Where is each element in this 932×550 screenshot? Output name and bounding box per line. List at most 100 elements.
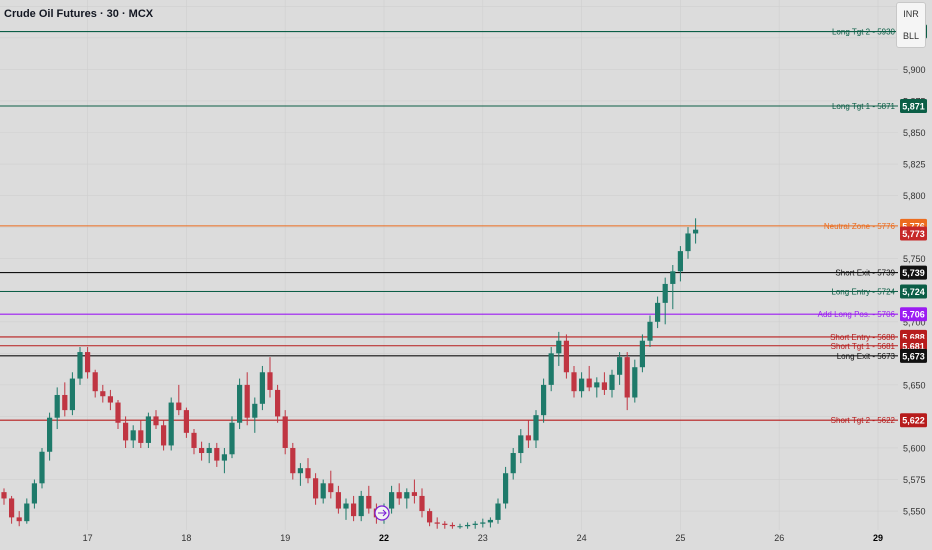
candle-body[interactable] (396, 492, 402, 499)
candle-body[interactable] (153, 416, 159, 426)
candle-body[interactable] (77, 352, 83, 379)
candle-body[interactable] (556, 340, 562, 354)
candle-body[interactable] (427, 511, 433, 523)
candle-body[interactable] (267, 372, 273, 390)
candle-body[interactable] (168, 402, 174, 446)
candle-body[interactable] (237, 384, 243, 423)
candle-body[interactable] (411, 492, 417, 496)
candle-body[interactable] (358, 495, 364, 517)
candle-body[interactable] (206, 447, 212, 454)
candle-body[interactable] (229, 422, 235, 455)
candle-body[interactable] (320, 483, 326, 499)
candle-body[interactable] (335, 492, 341, 509)
candle-body[interactable] (525, 435, 531, 441)
candle-body[interactable] (31, 483, 37, 504)
candle-body[interactable] (366, 495, 372, 509)
candle-body[interactable] (282, 416, 288, 448)
candle-body[interactable] (107, 396, 113, 403)
candle-body[interactable] (518, 435, 524, 454)
candle-body[interactable] (297, 468, 303, 474)
candle-body[interactable] (161, 425, 167, 446)
price-badge (900, 307, 927, 322)
candle-body[interactable] (662, 283, 668, 303)
candle-body[interactable] (442, 523, 448, 525)
candle-body[interactable] (54, 394, 60, 418)
unit-selector[interactable]: INR BLL (896, 2, 926, 48)
candle-body[interactable] (639, 340, 645, 368)
candle-body[interactable] (244, 384, 250, 418)
quantity-unit[interactable]: BLL (902, 31, 919, 41)
candle-body[interactable] (176, 402, 182, 411)
currency-unit[interactable]: INR (903, 9, 919, 19)
candle-body[interactable] (290, 447, 296, 474)
candle-body[interactable] (389, 492, 395, 509)
candle-body[interactable] (275, 389, 281, 417)
candle-body[interactable] (138, 430, 144, 443)
candle-body[interactable] (465, 524, 471, 527)
candle-body[interactable] (183, 410, 189, 433)
candlesticks[interactable] (1, 218, 699, 529)
candle-body[interactable] (24, 503, 30, 522)
time-axis[interactable]: 17 18 19 22 23 24 25 26 29 (83, 533, 883, 543)
candle-body[interactable] (503, 473, 509, 504)
candle-body[interactable] (123, 422, 129, 441)
candle-body[interactable] (449, 524, 455, 527)
candle-body[interactable] (351, 503, 357, 517)
candle-body[interactable] (541, 384, 547, 416)
candle-body[interactable] (624, 357, 630, 398)
candle-body[interactable] (472, 523, 478, 525)
candle-body[interactable] (495, 503, 501, 520)
candle-body[interactable] (252, 403, 258, 418)
candle-body[interactable] (586, 378, 592, 388)
candle-body[interactable] (480, 522, 486, 524)
candle-body[interactable] (259, 372, 265, 404)
candle-body[interactable] (609, 374, 615, 390)
candle-body[interactable] (594, 382, 600, 388)
candle-body[interactable] (39, 451, 45, 484)
candle-body[interactable] (199, 447, 205, 454)
candle-body[interactable] (404, 492, 410, 499)
candle-body[interactable] (313, 478, 319, 499)
candle-body[interactable] (647, 321, 653, 341)
candle-body[interactable] (305, 468, 311, 479)
candle-body[interactable] (1, 492, 7, 499)
y-tick-label: 5,825 (903, 160, 926, 170)
candle-body[interactable] (9, 498, 15, 518)
candle-body[interactable] (571, 372, 577, 392)
candle-body[interactable] (16, 517, 22, 522)
candle-body[interactable] (677, 251, 683, 272)
candle-body[interactable] (487, 519, 493, 523)
candle-body[interactable] (419, 495, 425, 512)
candle-body[interactable] (617, 357, 623, 375)
candle-body[interactable] (191, 432, 197, 448)
candle-body[interactable] (563, 340, 569, 373)
candle-body[interactable] (343, 503, 349, 509)
candle-body[interactable] (685, 233, 691, 252)
candle-body[interactable] (100, 391, 106, 397)
candle-body[interactable] (62, 394, 68, 411)
candle-body[interactable] (693, 229, 699, 234)
candle-body[interactable] (69, 378, 75, 411)
candle-body[interactable] (115, 402, 121, 423)
event-marker[interactable] (374, 505, 390, 521)
candle-body[interactable] (221, 454, 227, 461)
candle-body[interactable] (328, 483, 334, 493)
candle-body[interactable] (214, 447, 220, 461)
candle-body[interactable] (655, 302, 661, 322)
candle-body[interactable] (548, 353, 554, 385)
candle-body[interactable] (579, 378, 585, 392)
candle-body[interactable] (47, 417, 53, 452)
candle-body[interactable] (510, 453, 516, 474)
candle-body[interactable] (457, 526, 463, 528)
candle-body[interactable] (632, 367, 638, 398)
candle-body[interactable] (533, 415, 539, 441)
candle-body[interactable] (145, 416, 151, 443)
candle-body[interactable] (601, 382, 607, 390)
candle-body[interactable] (670, 271, 676, 284)
candle-body[interactable] (434, 522, 440, 524)
candle-body[interactable] (85, 352, 91, 373)
candle-body[interactable] (130, 430, 136, 441)
candle-body[interactable] (92, 372, 98, 392)
level-label: Neutral Zone - 5776 (824, 222, 896, 231)
